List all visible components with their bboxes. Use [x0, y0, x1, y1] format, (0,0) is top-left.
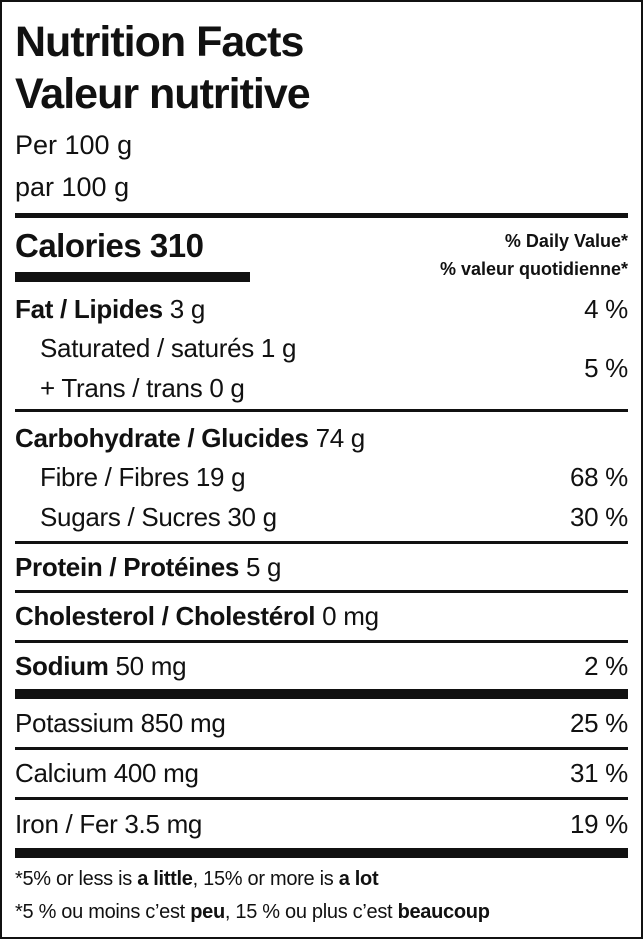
serving-size-french: par 100 g: [15, 172, 130, 202]
divider: [15, 409, 628, 412]
sugars-row: Sugars / Sucres 30 g: [40, 502, 277, 532]
divider: [15, 747, 628, 750]
daily-value-header-french: % valeur quotidienne*: [439, 259, 628, 279]
divider: [15, 640, 628, 643]
footnote-french: *5 % ou moins c’est peu, 15 % ou plus c’…: [15, 901, 490, 923]
fibre-row: Fibre / Fibres 19 g: [40, 462, 246, 492]
iron-row: Iron / Fer 3.5 mg: [15, 809, 203, 839]
divider: [15, 541, 628, 544]
fat-dv: 4 %: [584, 294, 628, 324]
saturated-row: Saturated / saturés 1 g: [40, 333, 297, 363]
calories: Calories 310: [15, 227, 204, 264]
divider-thick: [15, 848, 628, 858]
daily-value-header-english: % Daily Value*: [504, 231, 628, 251]
calories-underline: [15, 272, 250, 282]
fat-row: Fat / Lipides 3 g: [15, 294, 205, 324]
saturated-trans-dv: 5 %: [584, 353, 628, 383]
fibre-dv: 68 %: [569, 462, 628, 492]
serving-size-english: Per 100 g: [15, 130, 133, 160]
footnote-english: *5% or less is a little, 15% or more is …: [15, 868, 379, 890]
potassium-row: Potassium 850 mg: [15, 708, 226, 738]
protein-row: Protein / Protéines 5 g: [15, 552, 282, 582]
sugars-dv: 30 %: [569, 502, 628, 532]
iron-dv: 19 %: [569, 809, 628, 839]
trans-row: + Trans / trans 0 g: [40, 373, 245, 403]
divider-top: [15, 213, 628, 218]
title-english: Nutrition Facts: [15, 18, 304, 66]
title-french: Valeur nutritive: [15, 70, 311, 118]
calcium-dv: 31 %: [569, 758, 628, 788]
sodium-dv: 2 %: [584, 651, 628, 681]
carbohydrate-row: Carbohydrate / Glucides 74 g: [15, 423, 365, 453]
calcium-row: Calcium 400 mg: [15, 758, 199, 788]
potassium-dv: 25 %: [569, 708, 628, 738]
cholesterol-row: Cholesterol / Cholestérol 0 mg: [15, 601, 379, 631]
divider: [15, 590, 628, 593]
calories-label: Calories: [15, 227, 142, 264]
sodium-row: Sodium 50 mg: [15, 651, 187, 681]
divider-thick: [15, 689, 628, 699]
divider: [15, 797, 628, 800]
calories-value: 310: [149, 227, 204, 264]
